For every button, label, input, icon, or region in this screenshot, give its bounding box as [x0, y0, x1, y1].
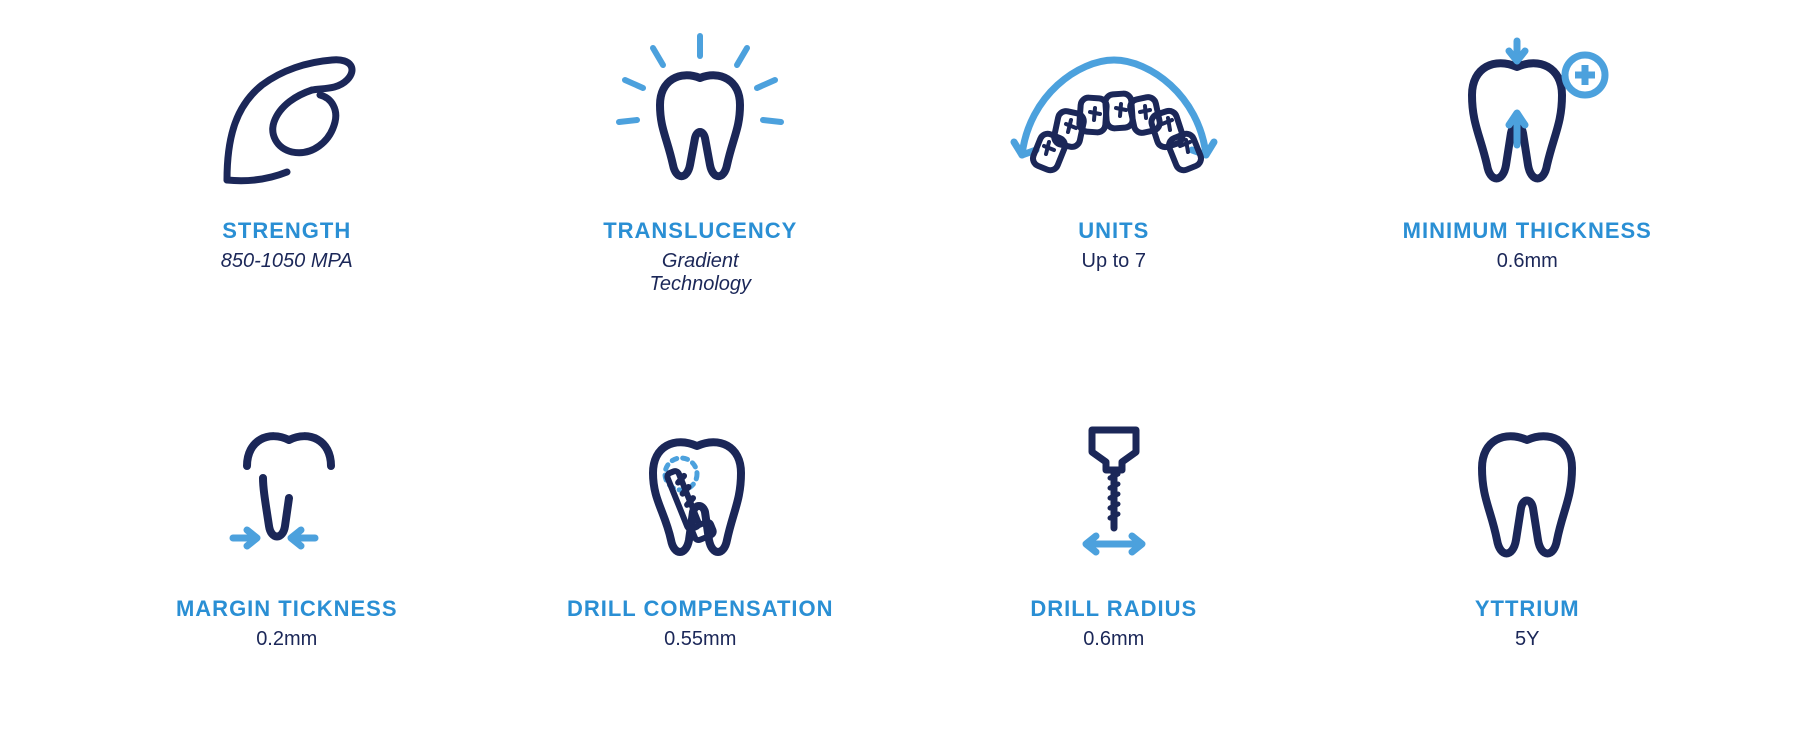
min-thickness-icon	[1427, 30, 1627, 200]
drill-radius-title: DRILL RADIUS	[1030, 596, 1197, 622]
yttrium-value: 5Y	[1515, 628, 1539, 651]
yttrium-icon	[1447, 408, 1607, 578]
strength-icon	[202, 30, 372, 200]
translucency-value: GradientTechnology	[649, 250, 751, 296]
min-thickness-title: MINIMUM THICKNESS	[1403, 218, 1652, 244]
min-thickness-value: 0.6mm	[1497, 250, 1558, 273]
margin-thickness-title: MARGIN TICKNESS	[176, 596, 398, 622]
drill-radius-icon	[1044, 408, 1184, 578]
units-title: UNITS	[1078, 218, 1149, 244]
cell-drill-radius: DRILL RADIUS 0.6mm	[927, 408, 1301, 726]
drill-compensation-icon	[615, 408, 785, 578]
drill-compensation-value: 0.55mm	[664, 628, 736, 651]
drill-compensation-title: DRILL COMPENSATION	[567, 596, 834, 622]
margin-thickness-icon	[197, 408, 377, 578]
translucency-icon	[605, 30, 795, 200]
margin-thickness-value: 0.2mm	[256, 628, 317, 651]
strength-title: STRENGTH	[222, 218, 351, 244]
cell-yttrium: YTTRIUM 5Y	[1341, 408, 1715, 726]
units-value: Up to 7	[1082, 250, 1146, 273]
spec-grid: STRENGTH 850-1050 MPA TRANSLUCENCY	[100, 30, 1714, 726]
cell-margin-thickness: MARGIN TICKNESS 0.2mm	[100, 408, 474, 726]
cell-translucency: TRANSLUCENCY GradientTechnology	[514, 30, 888, 348]
cell-units: UNITS Up to 7	[927, 30, 1301, 348]
translucency-title: TRANSLUCENCY	[603, 218, 797, 244]
cell-drill-compensation: DRILL COMPENSATION 0.55mm	[514, 408, 888, 726]
cell-strength: STRENGTH 850-1050 MPA	[100, 30, 474, 348]
drill-radius-value: 0.6mm	[1083, 628, 1144, 651]
strength-value: 850-1050 MPA	[221, 250, 353, 273]
yttrium-title: YTTRIUM	[1475, 596, 1580, 622]
units-icon	[994, 30, 1234, 200]
cell-min-thickness: MINIMUM THICKNESS 0.6mm	[1341, 30, 1715, 348]
